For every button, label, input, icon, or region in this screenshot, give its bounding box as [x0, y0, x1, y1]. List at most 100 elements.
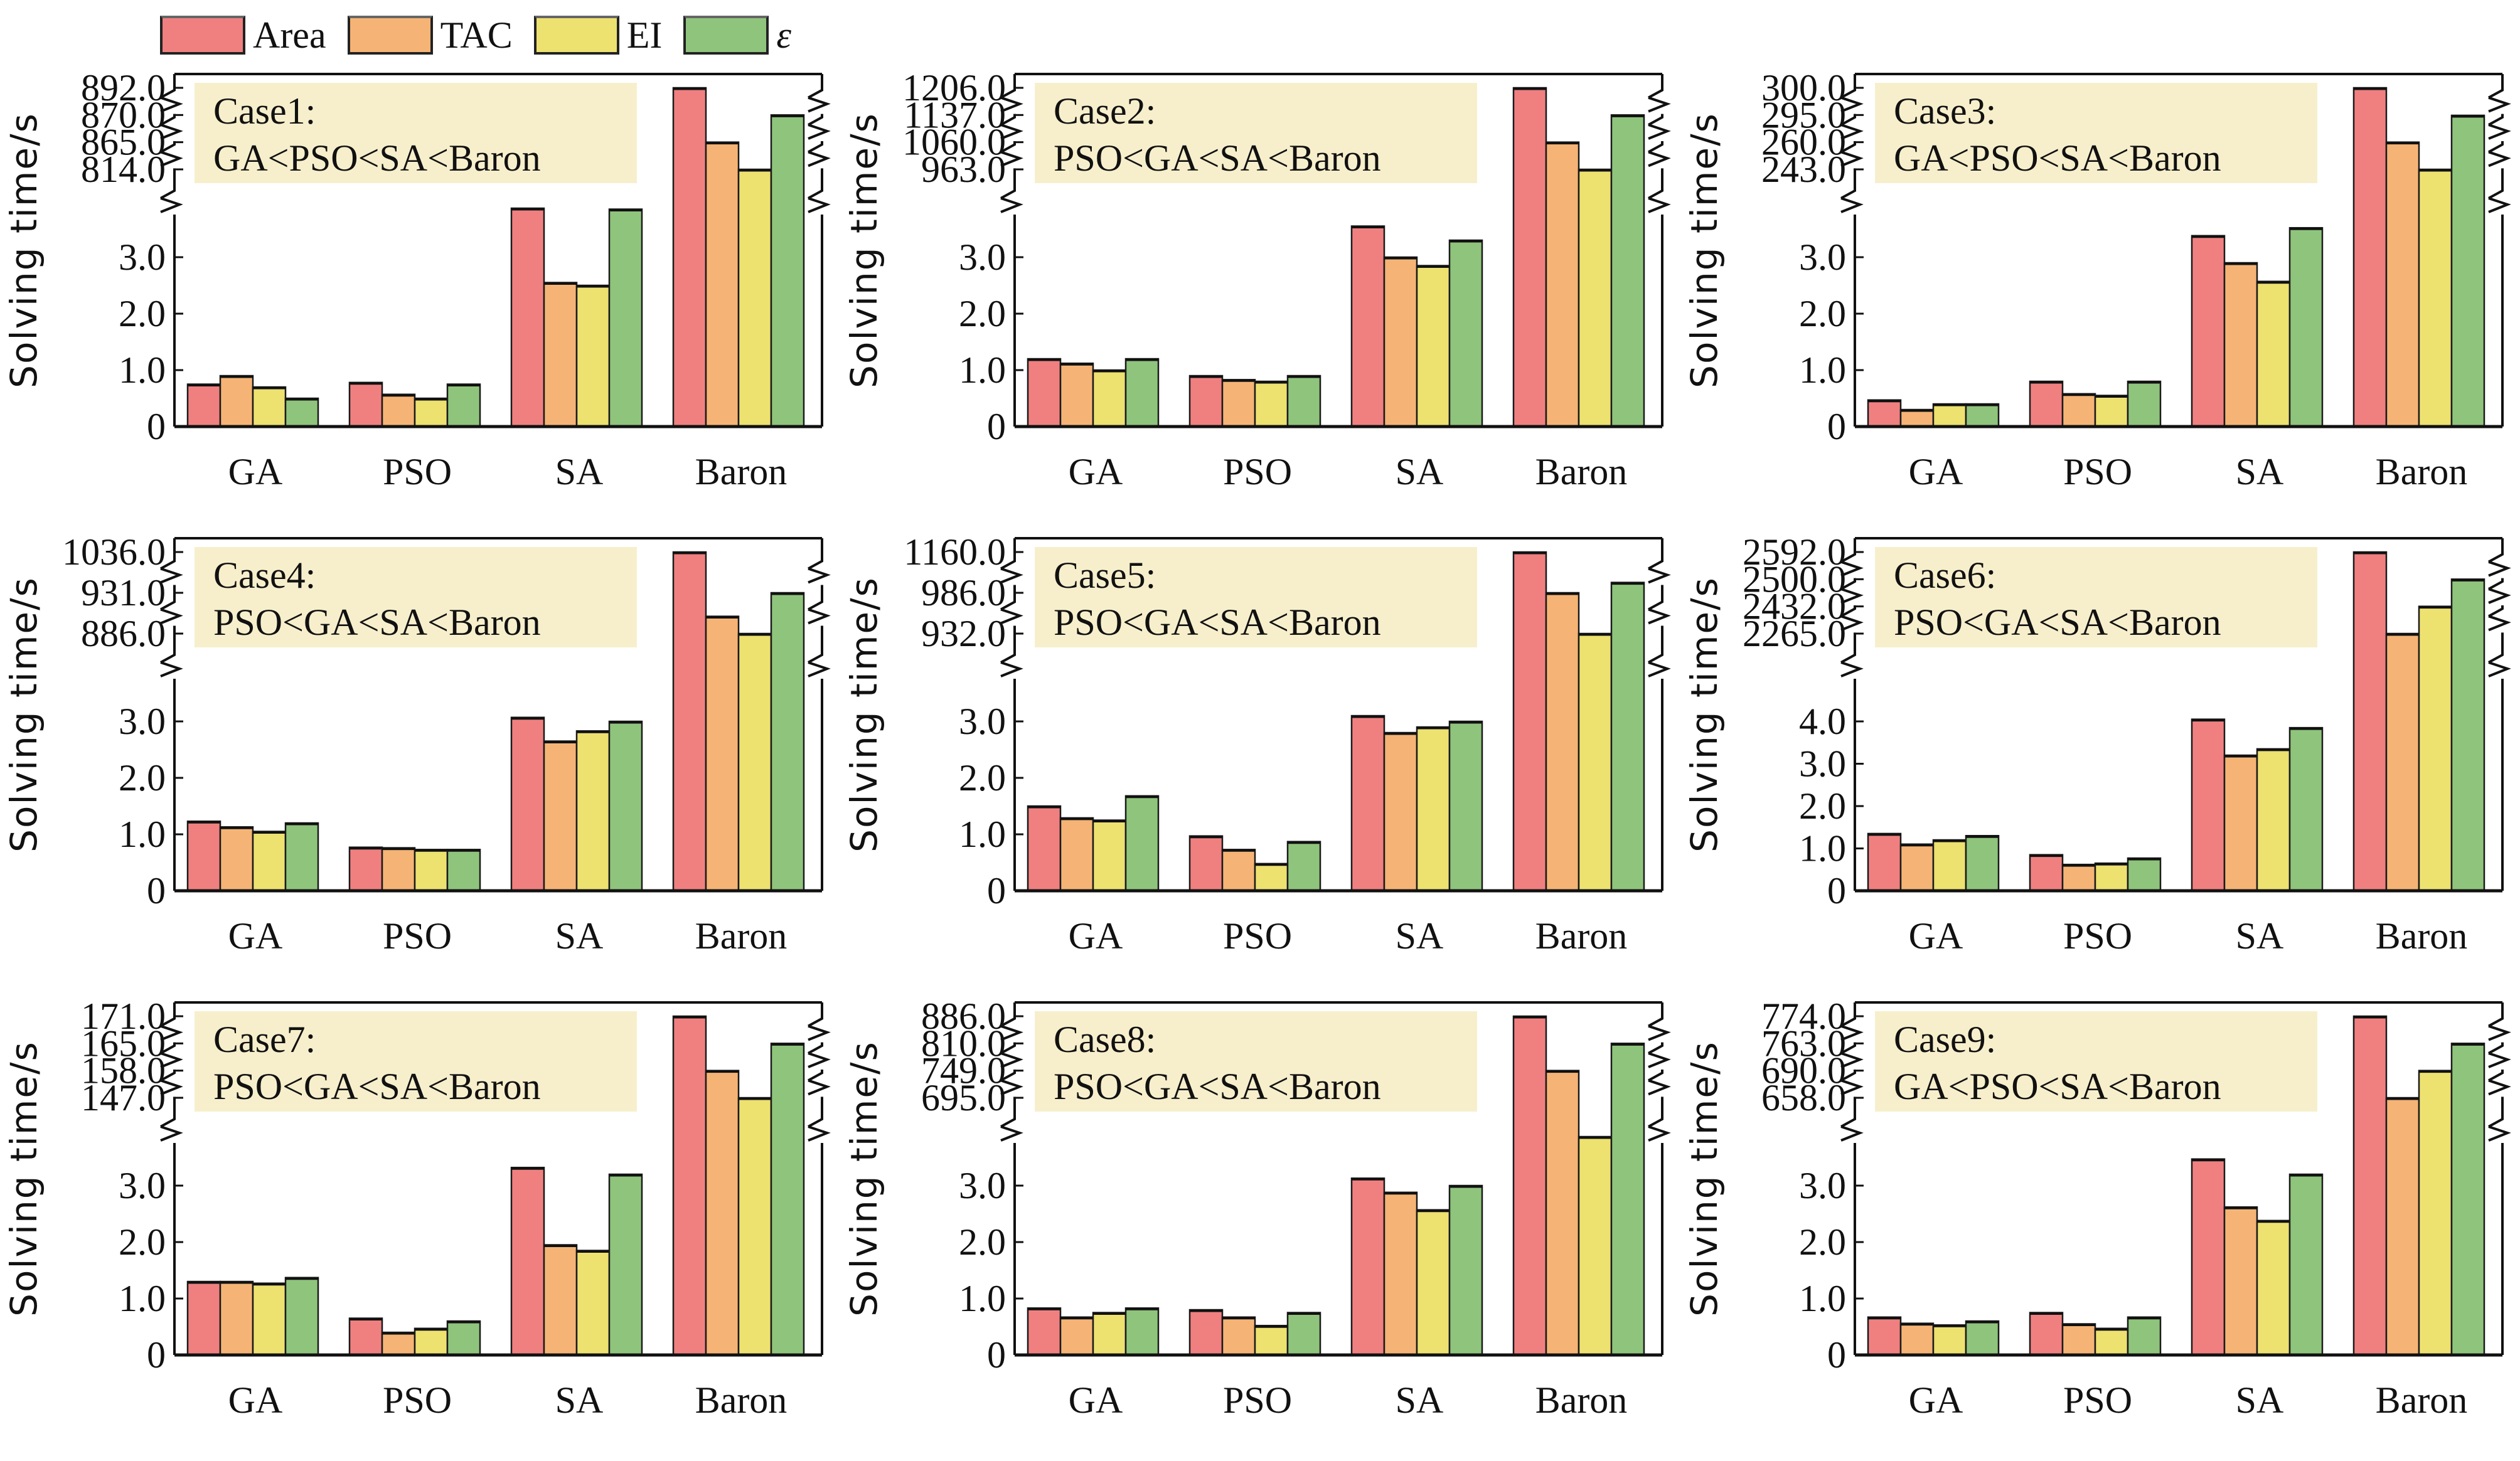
bar-ga-tac: [1059, 1316, 1094, 1356]
y-tick-label: 1137.0: [904, 94, 1006, 135]
bar-baron-tac: [1545, 141, 1580, 428]
chart-svg: GA PSO SA Baron Case4: PSO<GA<SA<Baron 0 1.0 2.0…: [3, 531, 831, 957]
x-tick-label: GA: [1909, 451, 1963, 492]
x-tick-label: Baron: [1535, 451, 1628, 492]
y-tick-label: 2.0: [119, 293, 166, 334]
y-tick-label: 892.0: [81, 67, 166, 109]
bar-pso-ei: [1254, 380, 1289, 428]
x-tick-label: Baron: [695, 1379, 788, 1421]
bar-ga-area: [1867, 399, 1902, 428]
bar-sa-epsilon: [2288, 726, 2324, 892]
chart-panel-7: GA PSO SA Baron Case7: PSO<GA<SA<Baron 0 1.0 2.0…: [0, 996, 840, 1461]
bar-pso-epsilon: [1286, 841, 1321, 892]
bar-ga-epsilon: [1124, 1307, 1160, 1356]
bar-ga-tac: [1899, 843, 1935, 892]
y-left-axis: [1840, 538, 1864, 891]
bar-pso-tac: [381, 1331, 416, 1356]
chart-panel-5: GA PSO SA Baron Case5: PSO<GA<SA<Baron 0 1.0 2.0…: [840, 531, 1680, 997]
y-axis-label: Solving time/s: [3, 1041, 45, 1317]
y-tick-label: 1.0: [959, 814, 1006, 855]
bar-sa-ei: [2256, 748, 2291, 892]
bar-sa-area: [510, 1166, 545, 1356]
y-right-axis: [1648, 1002, 1671, 1355]
bar-sa-tac: [543, 740, 578, 892]
bar-ga-epsilon: [284, 822, 319, 892]
x-tick-label: SA: [2236, 451, 2284, 492]
bar-ga-epsilon: [1124, 795, 1160, 892]
y-left-axis: [1000, 74, 1023, 427]
legend-swatch: [347, 16, 433, 55]
bar-ga-tac: [219, 1280, 254, 1356]
bar-pso-epsilon: [446, 1320, 481, 1356]
bar-baron-area: [2352, 87, 2388, 428]
bar-sa-area: [510, 716, 545, 892]
x-tick-label: GA: [1069, 915, 1123, 957]
bar-sa-epsilon: [608, 1173, 643, 1356]
bar-baron-area: [672, 87, 707, 428]
bar-pso-area: [1188, 1309, 1224, 1356]
chart-panel-3: GA PSO SA Baron Case3: GA<PSO<SA<Baron 0 1.0 2.0…: [1680, 67, 2520, 533]
bar-baron-tac: [705, 141, 740, 428]
y-tick-label: 810.0: [921, 1023, 1006, 1064]
y-tick-label: 165.0: [81, 1023, 166, 1064]
bar-sa-area: [2191, 235, 2226, 428]
x-tick-label: Baron: [1535, 915, 1628, 957]
y-tick-label: 749.0: [921, 1050, 1006, 1092]
bar-baron-tac: [1545, 592, 1580, 892]
y-tick-label: 658.0: [1761, 1077, 1846, 1118]
legend-swatch: [160, 16, 245, 55]
bar-pso-tac: [2061, 863, 2096, 892]
bar-ga-ei: [252, 1282, 287, 1356]
y-tick-label: 3.0: [959, 701, 1006, 742]
annotation-title: Case1:: [213, 90, 316, 132]
x-tick-label: PSO: [2063, 1379, 2132, 1421]
bar-pso-ei: [1254, 1324, 1289, 1356]
chart-svg: GA PSO SA Baron Case6: PSO<GA<SA<Baron 01.02.0…: [1683, 531, 2511, 957]
y-tick-label: 1060.0: [902, 122, 1006, 163]
bar-pso-epsilon: [2127, 857, 2162, 892]
annotation-ranking: PSO<GA<SA<Baron: [213, 602, 541, 643]
chart-svg: GA PSO SA Baron Case9: GA<PSO<SA<Baron 0 1.0 2.0…: [1683, 996, 2511, 1421]
y-tick-label: 0: [987, 1334, 1006, 1376]
y-tick-label: 1036.0: [62, 531, 166, 573]
bar-ga-ei: [1932, 403, 1967, 428]
bar-sa-ei: [575, 1250, 611, 1356]
y-right-axis: [2488, 74, 2511, 427]
y-tick-label: 171.0: [81, 996, 166, 1037]
y-left-axis: [160, 74, 183, 427]
bar-sa-area: [1350, 225, 1385, 428]
bar-baron-area: [672, 551, 707, 892]
chart-panel-2: GA PSO SA Baron Case2: PSO<GA<SA<Baron 0 1.0 2.0…: [840, 67, 1680, 533]
bar-sa-ei: [575, 284, 611, 428]
y-axis-label: Solving time/s: [1683, 1041, 1726, 1317]
bar-sa-ei: [1416, 1209, 1451, 1356]
bar-ga-tac: [219, 826, 254, 892]
y-tick-label: 1206.0: [902, 67, 1006, 109]
y-axis-label: Solving time/s: [3, 112, 45, 388]
bar-ga-area: [1027, 358, 1062, 428]
annotation-box: [1875, 83, 2317, 183]
y-tick-label: 1.0: [959, 349, 1006, 391]
bar-baron-tac: [2385, 1097, 2420, 1356]
annotation-box: [195, 547, 637, 647]
x-tick-label: Baron: [2376, 451, 2468, 492]
y-tick-label: 1.0: [1799, 828, 1846, 869]
annotation-title: Case2:: [1054, 90, 1156, 132]
chart-panel-1: GA PSO SA Baron Case1: GA<PSO<SA<Baron 0 1.0 2.0…: [0, 67, 840, 533]
annotation-ranking: GA<PSO<SA<Baron: [1894, 137, 2221, 179]
y-tick-label: 2500.0: [1743, 558, 1846, 600]
x-tick-label: GA: [228, 915, 283, 957]
y-tick-label: 963.0: [921, 149, 1006, 190]
y-tick-label: 1.0: [119, 1278, 166, 1319]
bar-ga-area: [186, 821, 222, 892]
y-tick-label: 3.0: [1799, 236, 1846, 278]
y-tick-label: 0: [147, 1334, 166, 1376]
y-left-axis: [1840, 74, 1864, 427]
bar-baron-epsilon: [2450, 578, 2485, 892]
bar-baron-area: [1512, 1015, 1547, 1356]
y-tick-label: 695.0: [921, 1077, 1006, 1118]
x-tick-label: PSO: [383, 915, 452, 957]
bar-ga-ei: [1932, 1324, 1967, 1356]
bar-pso-ei: [414, 1327, 449, 1356]
x-tick-label: PSO: [1223, 915, 1292, 957]
